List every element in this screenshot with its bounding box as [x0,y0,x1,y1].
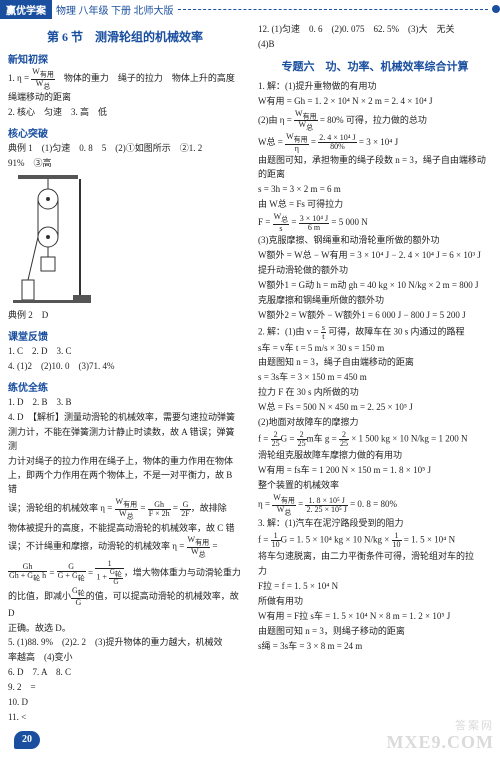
topic-title: 专题六 功、功率、机械效率综合计算 [258,58,492,74]
r1f: 由 W总 = Fs 可得拉力 [258,198,492,212]
q4f: 物体被提升的高度，不能提高动滑轮的机械效率，故 C 错 [8,522,242,536]
r1: 1. 解：(1)提升重物做的有用功 [258,80,492,94]
q5b: 率越高 (4)变小 [8,651,242,665]
page-number: 20 [14,731,40,749]
q4a: 4. D 【解析】测量动滑轮的机械效率，需要匀速拉动弹簧 [8,411,242,425]
r1m: W额外2 = W额外 − W额外1 = 6 000 J − 800 J = 5 … [258,309,492,323]
r2e: 拉力 F 在 30 s 内所做的功 [258,386,492,400]
q4j: 正确。故选 D。 [8,622,242,636]
r3h: s绳 = 3s车 = 3 × 8 m = 24 m [258,640,492,654]
r3d: F拉 = f = 1. 5 × 10⁴ N [258,580,492,594]
r2b: s车 = v车 t = 5 m/s × 30 s = 150 m [258,342,492,356]
r2i: 滑轮组克服故障车摩擦力做的有用功 [258,449,492,463]
left-column: 第 6 节 测滑轮组的机械效率 新知初探 1. η = W有用W总 物体的重力 … [0,18,250,730]
q4c: 力计对绳子的拉力作用在绳子上，物体的重力作用在物体 [8,455,242,469]
r3c: 力 [258,565,492,579]
right-column: 12. (1)匀速 0. 6 (2)0. 075 62. 5% (3)大 无关 … [250,18,500,730]
r2j: W有用 = fs车 = 1 200 N × 150 m = 1. 8 × 10⁵… [258,464,492,478]
l2: 2. 核心 匀速 3. 高 低 [8,106,242,120]
r2k: 整个装置的机械效率 [258,479,492,493]
q4d: 上，即两个力作用在两个物体上，不是一对平衡力，故 B 错 [8,469,242,497]
q4b: 测力计，不能在弹簧测力计静止时读数，故 A 错误；弹簧测 [8,426,242,454]
r1d2: 的距离 [258,168,492,182]
pulley-diagram [8,175,98,305]
ex2: 典例 2 D [8,309,242,323]
r2a: 2. 解：(1)由 v = st 可得，故障车在 30 s 内通过的路程 [258,324,492,341]
q6: 6. D 7. A 8. C [8,666,242,680]
r2f: W总 = Fs = 500 N × 450 m = 2. 25 × 10⁵ J [258,401,492,415]
r3: 3. 解：(1)汽车在泥泞路段受到的阻力 [258,517,492,531]
q4g: 误；不计绳重和摩擦，动滑轮的机械效率 η = W有用W总 = [8,536,242,558]
header-line [178,9,489,10]
q4h: GhGh + G轮 h = GG + G轮 = 11 + G轮G，增大物体重力与… [8,560,242,586]
r2g: (2)地面对故障车的摩擦力 [258,416,492,430]
columns: 第 6 节 测滑轮组的机械效率 新知初探 1. η = W有用W总 物体的重力 … [0,18,500,730]
r2c: 由题图知 n = 3，绳子自由端移动的距离 [258,356,492,370]
r1k: W额外1 = G动 h = m动 gh = 40 kg × 10 N/kg × … [258,279,492,293]
r1b: (2)由 η = W有用W总 = 80% 可得，拉力做的总功 [258,110,492,132]
cf1: 1. C 2. D 3. C [8,345,242,359]
l1c: 绳端移动的距离 [8,91,242,105]
r3b: 将车匀速脱离，由二力平衡条件可得，滑轮组对车的拉 [258,550,492,564]
q10: 10. D [8,696,242,710]
grade: 物理 八年级 下册 北师大版 [56,2,174,17]
header-dot-icon [492,5,500,13]
l1: 1. η = W有用W总 物体的重力 绳子的拉力 物体上升的高度 [8,68,242,90]
brand: 赢优学案 [0,0,52,19]
sub-all: 练优全练 [8,379,242,394]
sub-new: 新知初探 [8,51,242,66]
r1a: W有用 = Gh = 1. 2 × 10⁴ N × 2 m = 2. 4 × 1… [258,95,492,109]
watermark-bottom: MXE9.COM [387,732,494,753]
sub-core: 核心突破 [8,125,242,140]
r2l: η = W有用W总 = 1. 8 × 10⁵ J2. 25 × 10⁵ J = … [258,494,492,516]
r1e: s = 3h = 3 × 2 m = 6 m [258,183,492,197]
q4i: 的比值，即减小G轮G的值，可以提高动滑轮的机械效率，故 D [8,587,242,621]
ex1b: 91% ③高 [8,157,242,171]
cf2: 4. (1)2 (2)10. 0 (3)71. 4% [8,360,242,374]
q5: 5. (1)88. 9% (2)2. 2 (3)提升物体的重力越大，机械效 [8,636,242,650]
r1d: 由题图可知，承担物重的绳子段数 n = 3，绳子自由端移动 [258,154,492,168]
r3a: f = 110G = 1. 5 × 10⁴ kg × 10 N/kg × 110… [258,532,492,549]
r3g: 由题图可知 n = 3，则绳子移动的距离 [258,625,492,639]
r3f: W有用 = F拉 s车 = 1. 5 × 10⁴ N × 8 m = 1. 2 … [258,610,492,624]
r1h: (3)克服摩擦、钢绳重和动滑轮重所做的额外功 [258,234,492,248]
section-title: 第 6 节 测滑轮组的机械效率 [8,28,242,45]
r1l: 克服摩擦和钢绳重所做的额外功 [258,294,492,308]
r1j: 提升动滑轮做的额外功 [258,264,492,278]
r2h: f = 225G = 225m车 g = 225 × 1 500 kg × 10… [258,431,492,448]
sub-cf: 课堂反馈 [8,328,242,343]
r1i: W额外 = W总 − W有用 = 3 × 10⁴ J − 2. 4 × 10⁴ … [258,249,492,263]
q9: 9. 2 = [8,681,242,695]
r1g: F = W总s = 3 × 10⁴ J6 m = 5 000 N [258,213,492,233]
r2d: s = 3s车 = 3 × 150 m = 450 m [258,371,492,385]
r12: 12. (1)匀速 0. 6 (2)0. 075 62. 5% (3)大 无关 [258,23,492,37]
r1c: W总 = W有用η = 2. 4 × 10⁴ J80% = 3 × 10⁴ J [258,133,492,153]
ex1: 典例 1 (1)匀速 0. 8 5 (2)①如图所示 ②1. 2 [8,142,242,156]
q1: 1. D 2. B 3. B [8,396,242,410]
q11: 11. < [8,711,242,725]
r3e: 所做有用功 [258,595,492,609]
q4e: 误；滑轮组的机械效率 η = W有用W总 = GhF × 2h = G2F，故排… [8,498,242,520]
header-bar: 赢优学案 物理 八年级 下册 北师大版 [0,0,500,18]
r12b: (4)B [258,38,492,52]
